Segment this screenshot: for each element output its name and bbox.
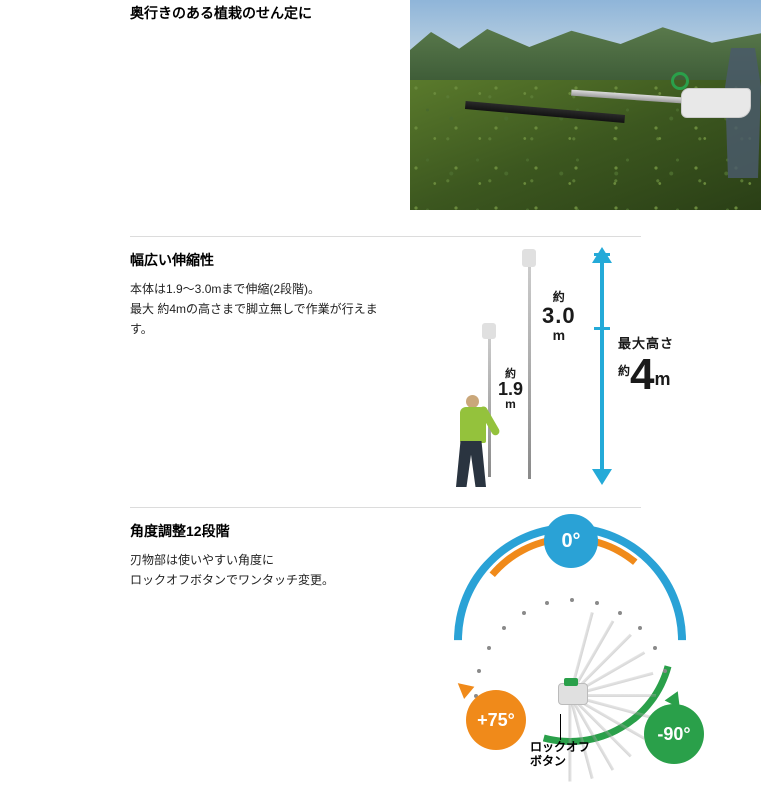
section2-headline: 幅広い伸縮性	[130, 251, 400, 271]
height-arrow-bottom	[592, 469, 612, 485]
label-max-yaku: 約	[618, 364, 630, 378]
label-max-unit: m	[655, 369, 671, 389]
section1-image-col	[410, 0, 771, 232]
divider-1	[130, 236, 641, 237]
divider-2	[130, 507, 641, 508]
section1-text: 奥行きのある植栽のせん定に	[130, 0, 410, 232]
step-dot	[663, 669, 667, 673]
label-max-line1: 最大高さ	[618, 337, 674, 351]
height-arrow-shaft	[600, 255, 604, 475]
label-1-9-unit: m	[498, 398, 523, 410]
lockoff-leader-line	[560, 714, 561, 740]
label-3-0-value: 3.0	[542, 304, 576, 328]
section-angle: 角度調整12段階 刃物部は使いやすい角度に ロックオフボタンでワンタッチ変更。 …	[0, 518, 771, 778]
step-dot	[618, 611, 622, 615]
trimmer-head-unit	[558, 683, 588, 705]
lockoff-label: ロックオフ ボタン	[530, 740, 590, 769]
step-dot	[570, 598, 574, 602]
pole-3m-head	[522, 249, 536, 267]
extension-diagram: 約 3.0 m 約 1.9 m 最大高さ 約4m	[410, 247, 710, 487]
hedge-photo	[410, 0, 761, 210]
person-figure	[440, 395, 494, 487]
section3-headline: 角度調整12段階	[130, 522, 400, 542]
badge-0-deg: 0°	[544, 514, 598, 568]
label-1-9-value: 1.9	[498, 380, 523, 398]
lockoff-button-icon	[564, 678, 578, 686]
section3-text: 角度調整12段階 刃物部は使いやすい角度に ロックオフボタンでワンタッチ変更。	[130, 518, 410, 778]
section1-headline: 奥行きのある植栽のせん定に	[130, 4, 400, 24]
section3-body: 刃物部は使いやすい角度に ロックオフボタンでワンタッチ変更。	[130, 550, 400, 591]
step-dot	[522, 611, 526, 615]
person-legs	[456, 441, 486, 487]
section-extension: 幅広い伸縮性 本体は1.9～3.0mまで伸縮(2段階)。 最大 約4mの高さまで…	[0, 247, 771, 503]
section3-diagram-col: ロックオフ ボタン 0° +75° -90°	[410, 518, 771, 778]
section2-text: 幅広い伸縮性 本体は1.9～3.0mまで伸縮(2段階)。 最大 約4mの高さまで…	[130, 247, 410, 503]
label-3-0-unit: m	[542, 328, 576, 343]
label-3-0m: 約 3.0 m	[542, 291, 576, 344]
label-max-4m: 最大高さ 約4m	[618, 337, 674, 400]
label-1-9m: 約 1.9 m	[498, 369, 523, 410]
tick-mid	[594, 327, 610, 330]
trimmer-motor	[681, 88, 751, 118]
section-deep-trimming: 奥行きのある植栽のせん定に	[0, 0, 771, 232]
step-dot	[638, 626, 642, 630]
label-max-value: 4	[630, 351, 654, 399]
section2-body: 本体は1.9～3.0mまで伸縮(2段階)。 最大 約4mの高さまで脚立無しで作業…	[130, 279, 400, 340]
pole-3m	[528, 253, 531, 479]
badge-75-deg: +75°	[466, 690, 526, 750]
tick-top	[594, 253, 610, 256]
handle-loop-icon	[671, 72, 689, 90]
pole-1-9m-head	[482, 323, 496, 339]
angle-diagram: ロックオフ ボタン 0° +75° -90°	[410, 518, 750, 768]
step-dot	[487, 646, 491, 650]
section2-diagram-col: 約 3.0 m 約 1.9 m 最大高さ 約4m	[410, 247, 771, 503]
badge-neg-90-deg: -90°	[644, 704, 704, 764]
